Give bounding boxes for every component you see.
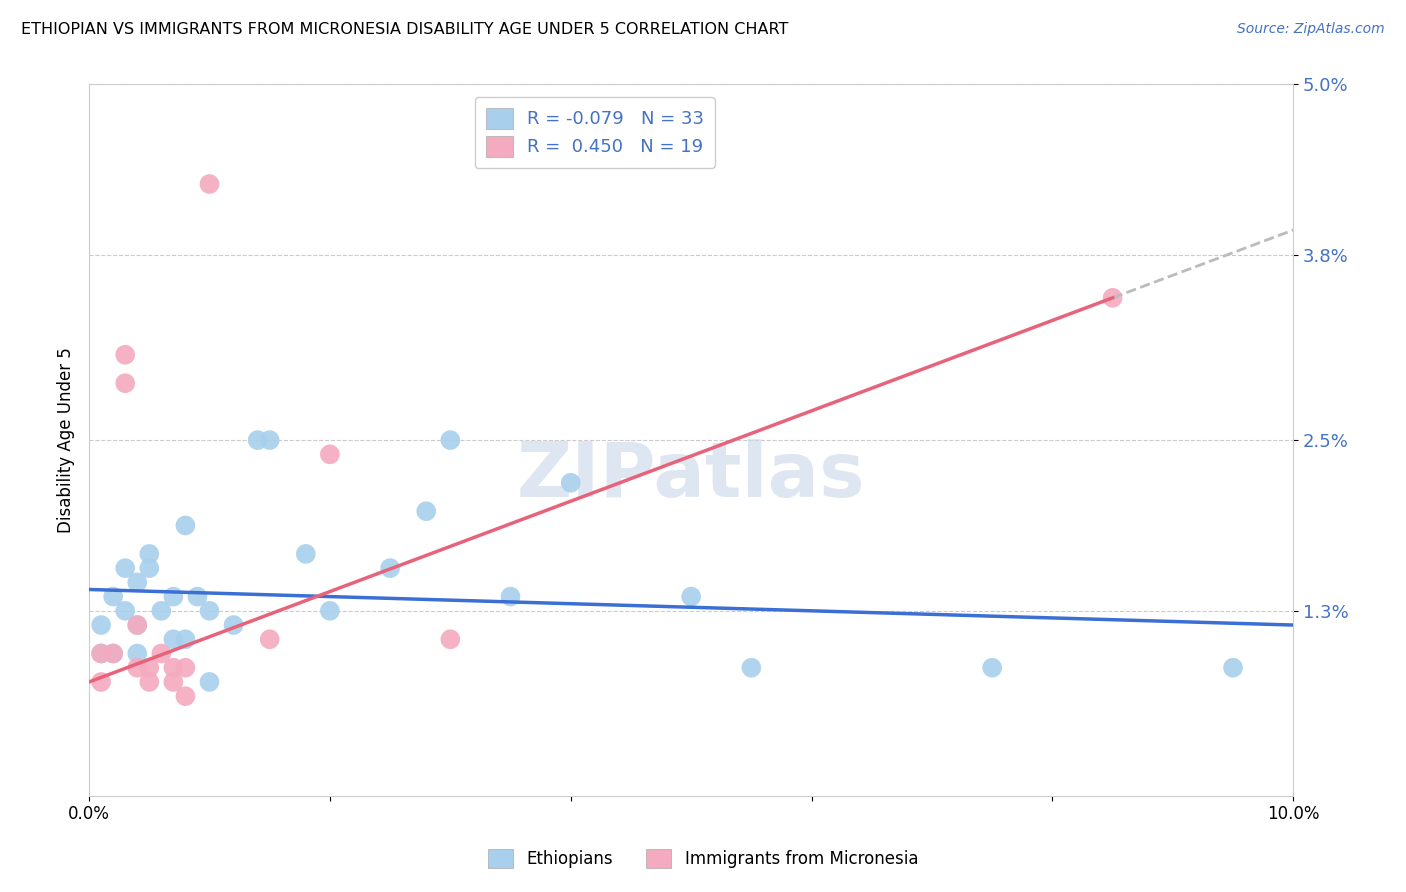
Point — [138, 547, 160, 561]
Point — [114, 604, 136, 618]
Point — [114, 376, 136, 391]
Point — [114, 561, 136, 575]
Point — [101, 590, 124, 604]
Point — [114, 348, 136, 362]
Point — [138, 661, 160, 675]
Point — [127, 618, 149, 632]
Point — [186, 590, 208, 604]
Point — [162, 632, 184, 647]
Point — [222, 618, 245, 632]
Y-axis label: Disability Age Under 5: Disability Age Under 5 — [58, 347, 75, 533]
Point — [150, 647, 173, 661]
Point — [162, 590, 184, 604]
Point — [174, 632, 197, 647]
Point — [90, 618, 112, 632]
Point — [198, 675, 221, 690]
Point — [415, 504, 437, 518]
Point — [1101, 291, 1123, 305]
Point — [499, 590, 522, 604]
Point — [981, 661, 1004, 675]
Point — [127, 647, 149, 661]
Point — [90, 647, 112, 661]
Point — [198, 177, 221, 191]
Point — [319, 447, 342, 461]
Point — [259, 632, 281, 647]
Point — [90, 647, 112, 661]
Text: Source: ZipAtlas.com: Source: ZipAtlas.com — [1237, 22, 1385, 37]
Point — [127, 618, 149, 632]
Point — [439, 632, 461, 647]
Point — [295, 547, 318, 561]
Legend: Ethiopians, Immigrants from Micronesia: Ethiopians, Immigrants from Micronesia — [481, 842, 925, 875]
Point — [198, 604, 221, 618]
Point — [138, 675, 160, 690]
Text: ZIPatlas: ZIPatlas — [517, 439, 866, 513]
Point — [259, 433, 281, 447]
Point — [439, 433, 461, 447]
Point — [174, 661, 197, 675]
Point — [127, 661, 149, 675]
Point — [378, 561, 401, 575]
Point — [90, 675, 112, 690]
Point — [150, 604, 173, 618]
Point — [101, 647, 124, 661]
Point — [174, 518, 197, 533]
Point — [681, 590, 703, 604]
Point — [246, 433, 269, 447]
Point — [1222, 661, 1244, 675]
Legend: R = -0.079   N = 33, R =  0.450   N = 19: R = -0.079 N = 33, R = 0.450 N = 19 — [475, 97, 714, 168]
Point — [138, 561, 160, 575]
Text: ETHIOPIAN VS IMMIGRANTS FROM MICRONESIA DISABILITY AGE UNDER 5 CORRELATION CHART: ETHIOPIAN VS IMMIGRANTS FROM MICRONESIA … — [21, 22, 789, 37]
Point — [101, 647, 124, 661]
Point — [560, 475, 582, 490]
Point — [127, 575, 149, 590]
Point — [162, 661, 184, 675]
Point — [162, 675, 184, 690]
Point — [740, 661, 762, 675]
Point — [174, 689, 197, 703]
Point — [319, 604, 342, 618]
